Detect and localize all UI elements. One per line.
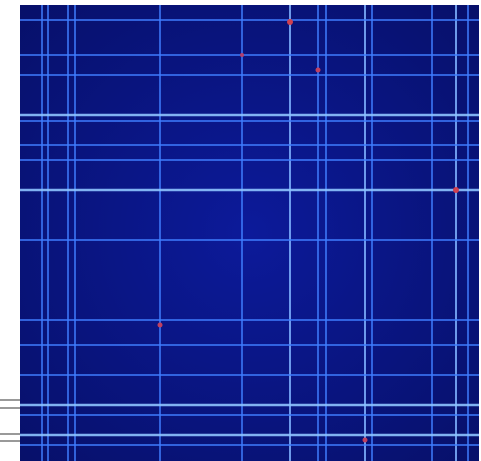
hotspot (363, 438, 368, 443)
heatmap-screenshot (0, 0, 481, 461)
hotspot (240, 53, 244, 57)
hotspot (316, 68, 321, 73)
hotspot (453, 187, 459, 193)
heatmap-background (20, 5, 479, 461)
hotspot (158, 323, 163, 328)
frame-edges (0, 400, 20, 441)
hotspot (287, 19, 293, 25)
